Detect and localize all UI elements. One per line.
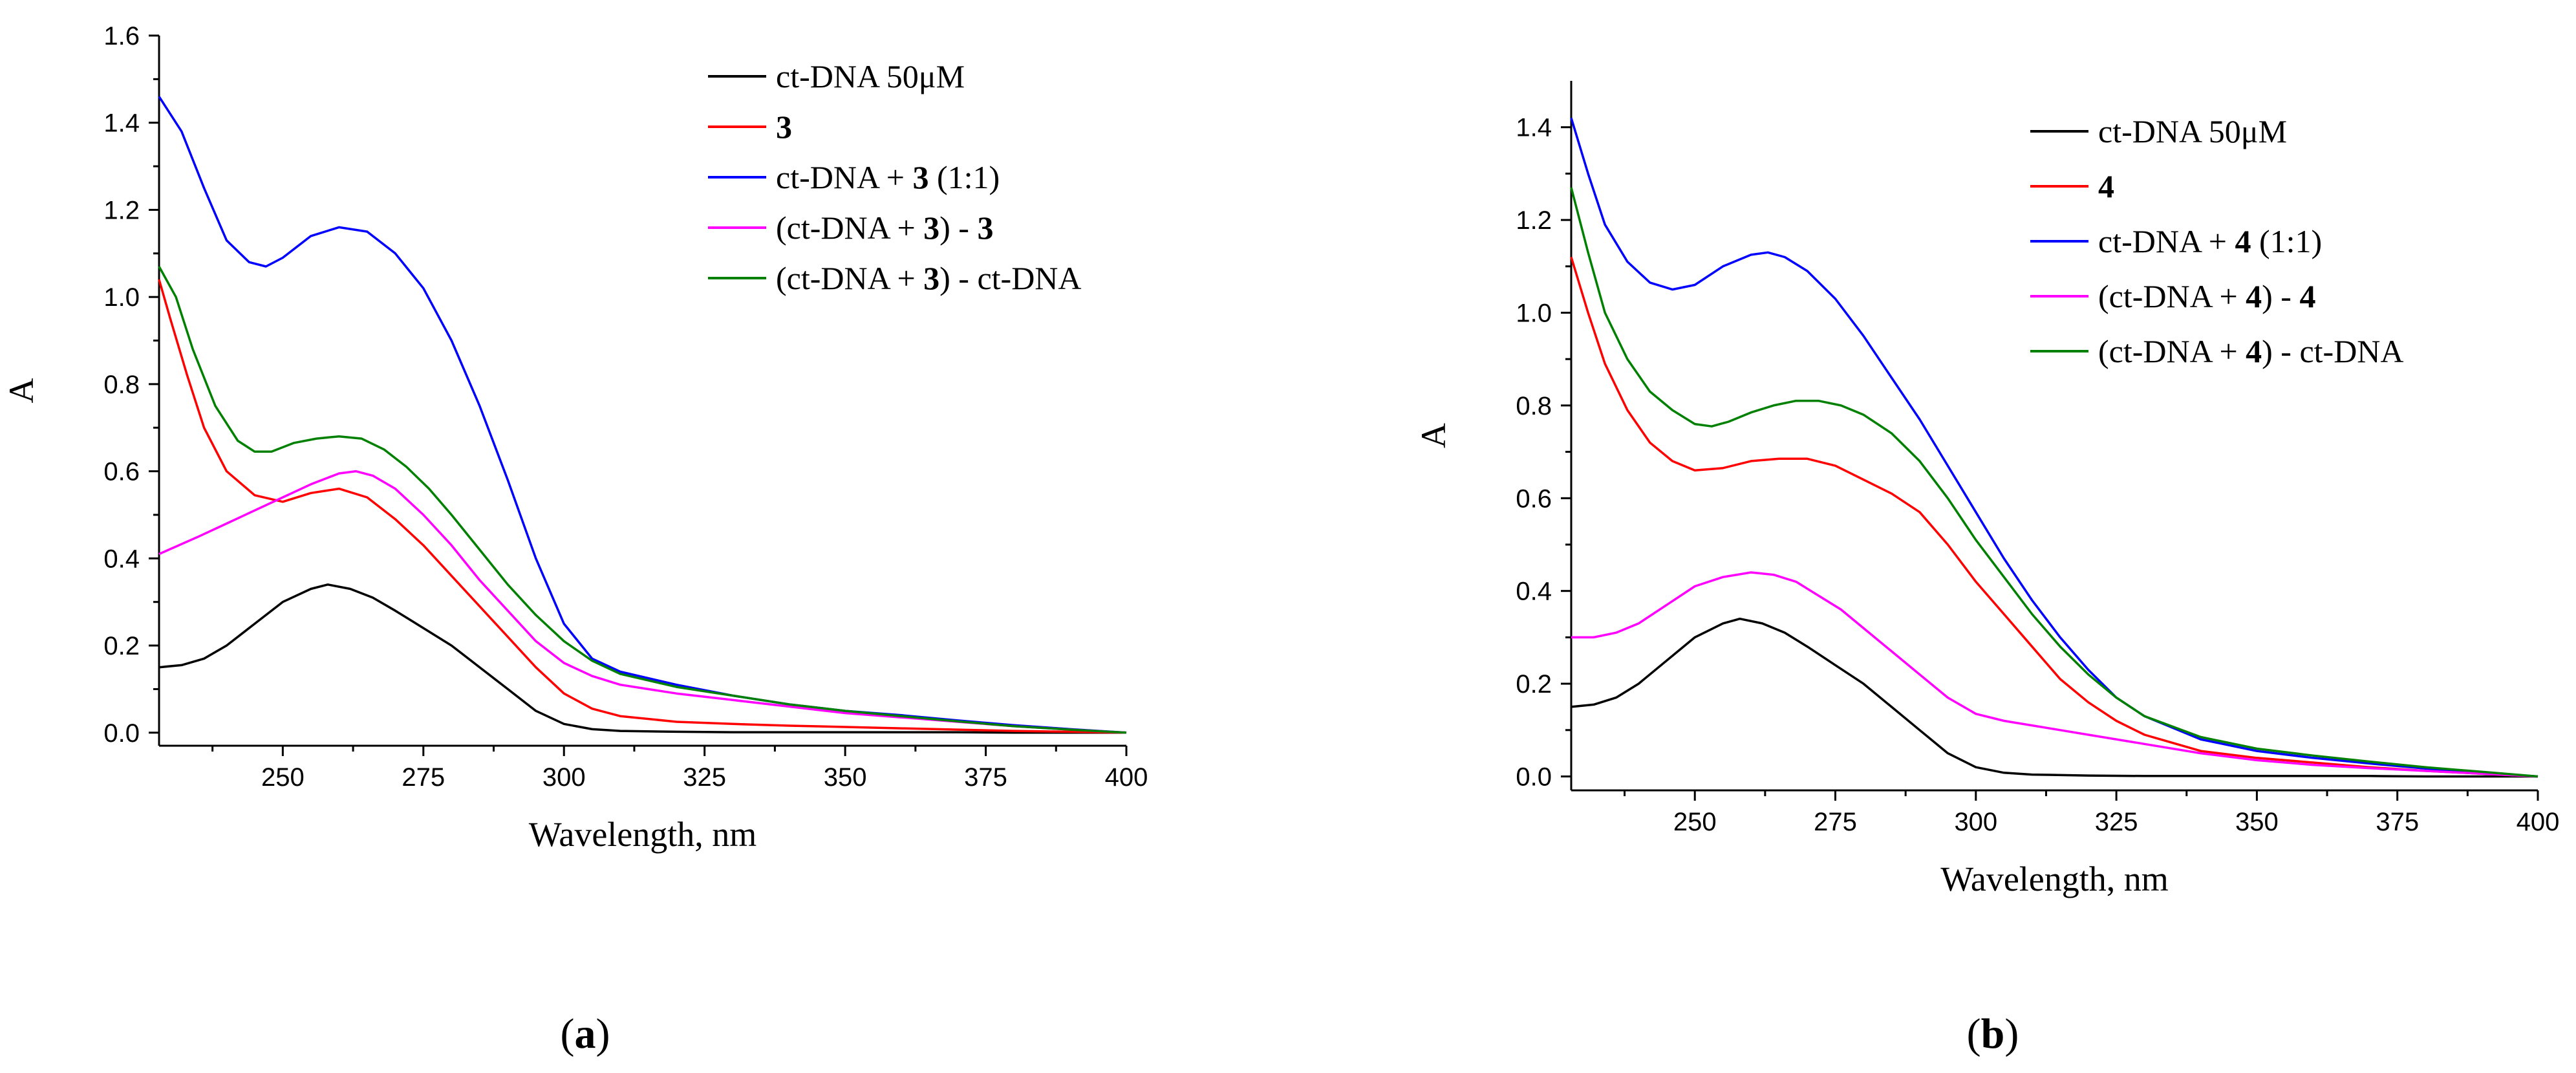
legend-label-dna: ct-DNA 50μM (776, 58, 965, 94)
legend-label-part: 3 (977, 210, 993, 246)
x-tick-label: 275 (402, 763, 445, 792)
y-tick-label: 1.0 (1516, 299, 1552, 327)
x-tick-label: 325 (2095, 808, 2138, 836)
legend-label-part: ) - (2262, 278, 2299, 314)
legend-label-cmp: 3 (776, 109, 792, 145)
y-tick-label: 0.0 (1516, 763, 1552, 791)
y-tick-label: 0.4 (1516, 578, 1552, 606)
legend-label-part: ct-DNA + (776, 159, 913, 195)
panel-label-part: ) (2004, 1010, 2019, 1057)
x-tick-label: 350 (2235, 808, 2279, 836)
y-tick-label: 1.4 (103, 109, 140, 138)
series-line-dna (158, 583, 1126, 734)
legend-label-diff2: (ct-DNA + 4) - ct-DNA (2098, 333, 2404, 369)
panel-label: (a) (561, 1010, 610, 1057)
legend-label-part: 3 (913, 159, 929, 195)
x-tick-label: 275 (1814, 808, 1857, 836)
series-line-mix (1570, 117, 2538, 778)
legend-label-part: ) - ct-DNA (2262, 333, 2403, 369)
y-axis-title: A (2, 378, 41, 404)
legend-label-dna: ct-DNA 50μM (2098, 113, 2287, 149)
legend-label-part: (1:1) (2251, 223, 2323, 259)
panel-label: (b) (1967, 1010, 2019, 1057)
x-tick-label: 250 (261, 763, 305, 792)
legend-label-part: (ct-DNA + (2098, 333, 2246, 369)
x-tick-label: 250 (1673, 808, 1717, 836)
legend-label-part: ) - ct-DNA (939, 260, 1081, 296)
x-tick-label: 375 (964, 763, 1007, 792)
series-line-cmp (158, 279, 1127, 734)
legend-label-part: (ct-DNA + (776, 260, 923, 296)
panel-label-part: a (575, 1010, 596, 1057)
y-tick-label: 0.4 (103, 545, 140, 573)
series-line-diff1 (158, 470, 1127, 734)
y-tick-label: 1.0 (103, 283, 140, 312)
y-tick-label: 1.2 (103, 196, 140, 224)
panel-label-part: ( (561, 1010, 575, 1057)
legend-label-mix: ct-DNA + 3 (1:1) (776, 159, 1000, 195)
legend-label-part: 4 (2246, 278, 2262, 314)
x-tick-label: 350 (824, 763, 867, 792)
legend-label-part: ct-DNA + (2098, 223, 2235, 259)
legend-label-part: (1:1) (929, 159, 1000, 195)
y-tick-label: 0.6 (103, 458, 140, 486)
series-line-dna (1571, 617, 2538, 778)
legend-label-part: (ct-DNA + (2098, 278, 2246, 314)
y-tick-label: 1.2 (1516, 206, 1552, 235)
x-tick-label: 300 (1954, 808, 1997, 836)
y-tick-label: 1.6 (103, 22, 140, 50)
y-axis-title: A (1414, 423, 1453, 448)
x-tick-label: 400 (2517, 808, 2560, 836)
legend-label-part: 3 (923, 210, 939, 246)
legend-label-part: 4 (2235, 223, 2251, 259)
y-tick-label: 0.8 (103, 371, 140, 399)
series-line-diff2 (1570, 187, 2538, 778)
y-tick-label: 0.6 (1516, 484, 1552, 513)
legend-label-diff2: (ct-DNA + 3) - ct-DNA (776, 260, 1082, 296)
legend-label-diff1: (ct-DNA + 4) - 4 (2098, 278, 2315, 314)
y-tick-label: 0.2 (1516, 670, 1552, 699)
panel-label-part: ( (1967, 1010, 1981, 1057)
legend-label-part: ct-DNA 50μM (776, 58, 965, 94)
x-axis-title: Wavelength, nm (529, 815, 757, 854)
legend-label-cmp: 4 (2098, 168, 2114, 204)
series-line-diff2 (158, 266, 1127, 734)
legend-label-mix: ct-DNA + 4 (1:1) (2098, 223, 2322, 259)
legend-label-part: 3 (776, 109, 792, 145)
x-tick-label: 325 (683, 763, 726, 792)
y-tick-label: 0.0 (103, 719, 140, 748)
panel-label-part: ) (596, 1010, 610, 1057)
series-line-diff1 (1571, 571, 2538, 778)
y-tick-label: 0.2 (103, 632, 140, 660)
legend-label-part: ct-DNA 50μM (2098, 113, 2287, 149)
x-tick-label: 400 (1105, 763, 1148, 792)
x-axis-title: Wavelength, nm (1940, 860, 2169, 898)
legend-label-part: 4 (2098, 168, 2114, 204)
panel-b: 250 275 300 325 350 375 400 0.0 0.2 0.4 0.6 0.8 1.0 1… (1414, 81, 2559, 1057)
x-tick-label: 375 (2376, 808, 2419, 836)
panel-label-part: b (1981, 1010, 2005, 1057)
x-tick-label: 300 (542, 763, 586, 792)
legend-label-part: 3 (923, 260, 939, 296)
y-tick-label: 0.8 (1516, 392, 1552, 420)
legend-label-part: 4 (2299, 278, 2315, 314)
legend-label-diff1: (ct-DNA + 3) - 3 (776, 210, 993, 246)
series-line-cmp (1570, 256, 2538, 778)
legend-label-part: ) - (939, 210, 977, 246)
panel-a: 250 275 300 325 350 375 400 0.0 0.2 0.4 0.6 0.8 1.0 1… (2, 22, 1148, 1057)
y-tick-label: 1.4 (1516, 114, 1552, 142)
legend-label-part: 4 (2246, 333, 2262, 369)
legend-label-part: (ct-DNA + (776, 210, 923, 246)
